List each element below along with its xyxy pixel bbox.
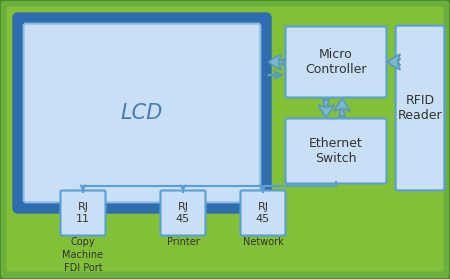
FancyBboxPatch shape <box>285 119 387 184</box>
FancyBboxPatch shape <box>396 26 445 190</box>
Text: RJ
45: RJ 45 <box>176 202 190 224</box>
FancyBboxPatch shape <box>285 27 387 97</box>
Text: Copy
Machine
FDI Port: Copy Machine FDI Port <box>63 237 104 273</box>
FancyBboxPatch shape <box>60 191 105 235</box>
FancyBboxPatch shape <box>23 24 261 202</box>
Text: RFID
Reader: RFID Reader <box>398 94 442 122</box>
Text: RJ
45: RJ 45 <box>256 202 270 224</box>
Text: Micro
Controller: Micro Controller <box>305 48 367 76</box>
Text: LCD: LCD <box>121 103 163 123</box>
Text: Printer: Printer <box>166 237 199 247</box>
Text: Network: Network <box>243 237 284 247</box>
FancyBboxPatch shape <box>161 191 206 235</box>
Text: RJ
11: RJ 11 <box>76 202 90 224</box>
FancyBboxPatch shape <box>14 15 270 211</box>
FancyBboxPatch shape <box>6 6 444 271</box>
FancyBboxPatch shape <box>240 191 285 235</box>
Text: Ethernet
Switch: Ethernet Switch <box>309 137 363 165</box>
